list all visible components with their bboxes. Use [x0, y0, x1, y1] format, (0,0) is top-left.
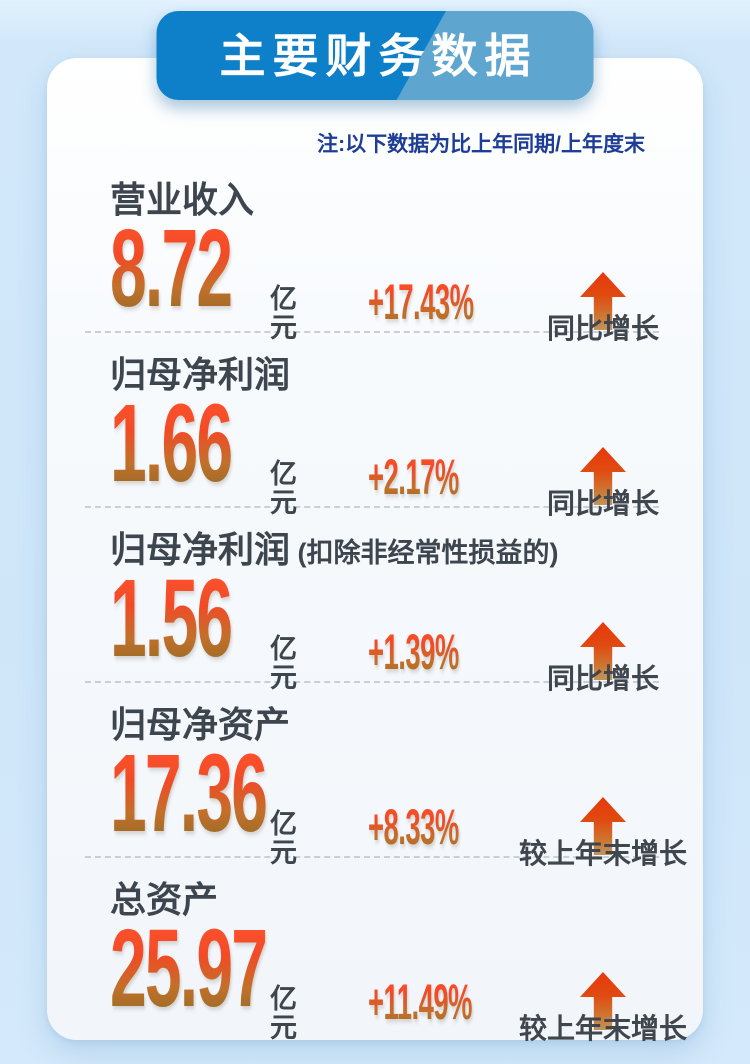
unit-bottom: 元 [270, 1013, 297, 1043]
metric-unit: 亿 元 [270, 286, 368, 344]
metric-title: 归母净利润 (扣除非经常性损益的) [110, 530, 703, 573]
arrow-label: 同比增长 [546, 663, 659, 694]
metric-title-text: 归母净利润 [110, 529, 291, 570]
metric-value-wrap: 1.56 [110, 557, 270, 694]
metric-title: 总资产 [110, 880, 703, 923]
metric-change-wrap: +17.43% [368, 277, 518, 344]
unit-bottom: 元 [270, 313, 297, 343]
metric-value: 25.97 [110, 907, 268, 1030]
metric-title: 归母净利润 [110, 355, 703, 398]
metric-title: 归母净资产 [110, 705, 703, 748]
metric-title-text: 归母净资产 [110, 704, 291, 745]
growth-indicator: 同比增长 [518, 260, 688, 344]
metric-unit: 亿 元 [270, 636, 368, 694]
growth-indicator: 同比增长 [518, 610, 688, 694]
unit-top: 亿 [270, 459, 297, 489]
metric-value: 8.72 [110, 207, 233, 330]
growth-indicator: 同比增长 [518, 435, 688, 519]
arrow-label: 同比增长 [546, 488, 659, 519]
metric-change-wrap: +2.17% [368, 452, 518, 519]
metric-section-total-assets: 总资产 25.97 亿 元 +11.49% 较上年末增长 [47, 858, 703, 1044]
note-text: 注:以下数据为比上年同期/上年度末 [317, 133, 645, 156]
metric-change-wrap: +1.39% [368, 627, 518, 694]
metric-change: +11.49% [368, 974, 473, 1030]
page-title: 主要财务数据 [219, 29, 538, 82]
metric-value: 1.66 [110, 382, 233, 505]
metric-change-wrap: +8.33% [368, 802, 518, 869]
arrow-label: 同比增长 [546, 313, 659, 344]
main-card: 注:以下数据为比上年同期/上年度末 营业收入 8.72 亿 元 +17.43% … [47, 58, 703, 1044]
unit-bottom: 元 [270, 838, 297, 868]
metric-change: +2.17% [368, 449, 459, 505]
metric-row: 1.66 亿 元 +2.17% 同比增长 [110, 389, 703, 519]
metric-title-text: 归母净利润 [110, 354, 291, 395]
metric-section-revenue: 营业收入 8.72 亿 元 +17.43% 同比增长 [47, 158, 703, 344]
metric-section-net-assets: 归母净资产 17.36 亿 元 +8.33% 较上年末增长 [47, 683, 703, 869]
metric-change: +17.43% [368, 274, 474, 330]
growth-indicator: 较上年末增长 [518, 785, 688, 869]
metric-change: +1.39% [368, 624, 459, 680]
metric-section-net-profit-deducted: 归母净利润 (扣除非经常性损益的) 1.56 亿 元 +1.39% 同比增长 [47, 508, 703, 694]
metric-row: 8.72 亿 元 +17.43% 同比增长 [110, 214, 703, 344]
metric-value-wrap: 25.97 [110, 907, 270, 1044]
arrow-label: 较上年末增长 [518, 1013, 687, 1044]
metric-unit: 亿 元 [270, 986, 368, 1044]
dashed-divider [85, 331, 659, 333]
metric-change: +8.33% [368, 799, 459, 855]
metric-value: 17.36 [110, 732, 268, 855]
unit-bottom: 元 [270, 488, 297, 518]
metric-title-text: 总资产 [110, 879, 219, 920]
unit-bottom: 元 [270, 663, 297, 693]
metric-unit: 亿 元 [270, 811, 368, 869]
unit-top: 亿 [270, 634, 297, 664]
unit-top: 亿 [270, 284, 297, 314]
metric-row: 17.36 亿 元 +8.33% 较上年末增长 [110, 739, 703, 869]
metric-section-net-profit: 归母净利润 1.66 亿 元 +2.17% 同比增长 [47, 333, 703, 519]
growth-indicator: 较上年末增长 [518, 960, 688, 1044]
metric-title-text: 营业收入 [110, 179, 255, 220]
metric-value: 1.56 [110, 557, 233, 680]
metric-title: 营业收入 [110, 180, 703, 223]
metric-row: 25.97 亿 元 +11.49% 较上年末增长 [110, 914, 703, 1044]
metric-value-wrap: 1.66 [110, 382, 270, 519]
metric-value-wrap: 17.36 [110, 732, 270, 869]
arrow-label: 较上年末增长 [518, 838, 687, 869]
metric-row: 1.56 亿 元 +1.39% 同比增长 [110, 564, 703, 694]
dashed-divider [85, 681, 659, 683]
metric-change-wrap: +11.49% [368, 977, 518, 1044]
metric-unit: 亿 元 [270, 461, 368, 519]
metric-value-wrap: 8.72 [110, 207, 270, 344]
metric-title-suffix: (扣除非经常性损益的) [290, 538, 559, 568]
dashed-divider [85, 506, 659, 508]
dashed-divider [85, 856, 659, 858]
title-banner: 主要财务数据 [156, 11, 594, 100]
unit-top: 亿 [270, 984, 297, 1014]
unit-top: 亿 [270, 809, 297, 839]
